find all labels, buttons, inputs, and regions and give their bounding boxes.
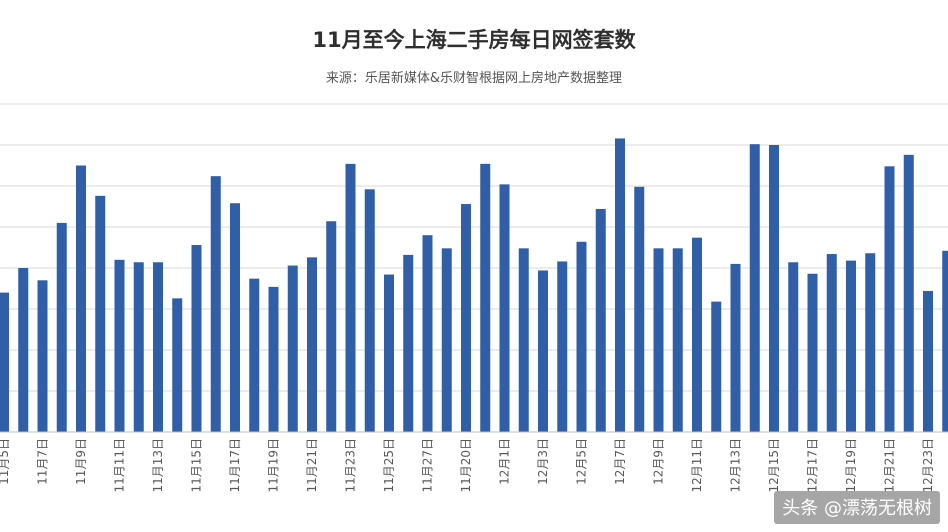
x-tick-label: 11月19日 <box>267 438 281 493</box>
x-tick-label: 12月19日 <box>844 438 858 493</box>
bar <box>384 274 394 432</box>
bar <box>307 257 317 432</box>
watermark-label: 头条 @漂荡无根树 <box>774 491 940 524</box>
bar <box>518 248 529 432</box>
x-tick-label: 12月15日 <box>767 438 781 493</box>
chart-subtitle: 来源：乐居新媒体&乐财智根据网上房地产数据整理 <box>325 71 623 86</box>
x-tick-label: 11月9日 <box>74 438 88 485</box>
x-tick-label: 12月1日 <box>498 438 512 485</box>
bar <box>576 241 587 432</box>
x-tick-label: 11月17日 <box>228 438 242 493</box>
x-tick-label: 11月21日 <box>305 438 319 493</box>
bar <box>480 163 491 433</box>
bar <box>422 235 433 432</box>
bar <box>499 184 510 432</box>
bar <box>191 245 202 432</box>
bar <box>37 280 48 432</box>
bar <box>114 259 125 432</box>
x-tick-label: 12月7日 <box>613 438 627 485</box>
x-tick-label: 12月23日 <box>921 438 935 493</box>
bar <box>76 165 86 432</box>
bar <box>153 262 163 432</box>
bar <box>403 254 414 432</box>
bar <box>364 189 375 432</box>
bar <box>557 261 568 432</box>
bar <box>249 278 260 432</box>
bar <box>826 254 837 432</box>
bar <box>595 208 606 432</box>
x-tick-label: 12月9日 <box>652 438 666 485</box>
x-tick-label: 12月11日 <box>690 438 704 493</box>
bar <box>0 292 9 432</box>
bar <box>615 138 625 432</box>
x-tick-label: 12月17日 <box>806 438 820 493</box>
x-tick-label: 11月5日 <box>0 438 11 485</box>
x-tick-label: 12月3日 <box>536 438 550 485</box>
bar <box>865 253 876 432</box>
chart-title: 11月至今上海二手房每日网签套数 <box>312 28 636 52</box>
x-tick-labels: 11月5日 11月7日 11月9日 11月11日 11月13日 11月15日 11月17日 1… <box>0 438 935 493</box>
bar <box>730 263 741 432</box>
bar <box>345 163 356 433</box>
bar <box>653 248 664 432</box>
x-tick-label: 11月25日 <box>382 438 396 493</box>
bar <box>923 290 933 432</box>
bar <box>210 176 221 432</box>
bar <box>461 204 471 432</box>
bar <box>538 270 548 432</box>
bar <box>133 262 144 432</box>
bar <box>846 260 856 432</box>
bar <box>769 145 779 432</box>
bar <box>441 248 452 432</box>
bar <box>326 221 337 432</box>
x-tick-label: 12月21日 <box>883 438 897 493</box>
bar <box>749 144 760 432</box>
bars <box>0 138 948 433</box>
bar <box>711 301 722 432</box>
bar <box>56 222 67 432</box>
bar <box>268 286 279 432</box>
x-tick-label: 11月27日 <box>421 438 435 493</box>
x-tick-label: 11月7日 <box>36 438 50 485</box>
x-tick-label: 11月23日 <box>344 438 358 493</box>
bar <box>287 265 298 432</box>
x-tick-label: 11月11日 <box>113 438 127 493</box>
bar <box>95 195 106 432</box>
bar <box>903 154 914 432</box>
bar <box>788 262 799 432</box>
x-tick-label: 11月13日 <box>151 438 165 493</box>
bar <box>634 186 645 432</box>
bar <box>884 166 895 432</box>
bar <box>807 273 818 432</box>
bar <box>18 268 29 432</box>
bar <box>672 248 683 432</box>
x-tick-label: 12月13日 <box>729 438 743 493</box>
x-tick-label: 12月5日 <box>575 438 589 485</box>
bar <box>942 250 948 432</box>
bar <box>230 203 240 432</box>
x-tick-label: 11月20日 <box>459 438 473 493</box>
bar <box>172 298 183 432</box>
bar <box>692 237 702 432</box>
x-tick-label: 11月15日 <box>190 438 204 493</box>
